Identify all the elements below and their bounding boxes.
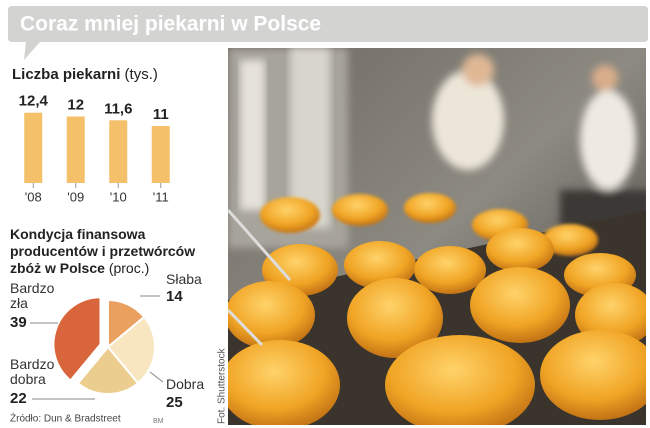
pie-slice: [52, 296, 102, 382]
pie-label: Dobra: [166, 376, 205, 392]
pie-title: Kondycja finansowa producentów i przetwó…: [10, 226, 215, 277]
x-tick-label: '09: [67, 189, 84, 204]
header-title: Coraz mniej piekarni w Polsce: [20, 13, 321, 36]
pie-slice: [106, 315, 156, 385]
bar-chart: 12,4 '08 12 '09 11,6 '10 11 '11: [19, 93, 170, 204]
pie-label: Bardzo zła: [10, 280, 55, 311]
bar: [109, 120, 128, 183]
value-label: 11,6: [104, 100, 132, 117]
bar: [151, 126, 170, 183]
photo: [228, 48, 646, 425]
pie-unit: (proc.): [108, 260, 150, 276]
source: Źródło: Dun & Bradstreet: [10, 412, 121, 425]
pie-value: 39: [10, 314, 27, 331]
value-label: 12: [67, 96, 84, 113]
pie-label: Bardzo dobra: [10, 356, 55, 387]
bar-title: Liczba piekarni: [12, 66, 120, 83]
bar-unit: (tys.): [125, 66, 158, 83]
bar: [24, 112, 43, 183]
x-tick-label: '10: [110, 189, 127, 204]
x-tick-label: '11: [153, 189, 169, 204]
pie-value: 25: [166, 394, 183, 411]
bar-chart-title: Liczba piekarni (tys.): [12, 66, 158, 83]
pie-title-text: Kondycja finansowa producentów i przetwó…: [10, 226, 196, 276]
pie-leaders: [30, 295, 164, 400]
photo-credit: Fot. Shutterstock: [217, 347, 228, 424]
pie-value: 22: [10, 390, 27, 407]
initials: BM: [153, 418, 164, 425]
pie-label: Słaba: [166, 271, 202, 287]
bar: [66, 116, 85, 183]
pie-slice: [76, 345, 140, 395]
pie-chart: [52, 296, 156, 395]
x-tick-label: '08: [25, 189, 42, 204]
pie-value: 14: [166, 288, 183, 305]
header-banner: [8, 6, 648, 60]
value-label: 11: [153, 106, 169, 123]
value-label: 12,4: [19, 93, 49, 110]
